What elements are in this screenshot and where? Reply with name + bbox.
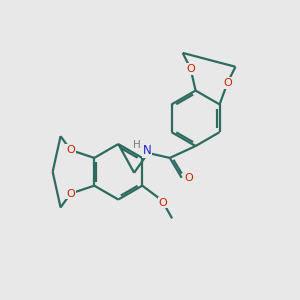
Text: O: O	[184, 173, 193, 183]
Text: O: O	[186, 64, 195, 74]
Text: O: O	[223, 78, 232, 88]
Text: H: H	[133, 140, 141, 150]
Text: O: O	[159, 197, 167, 208]
Text: N: N	[143, 145, 152, 158]
Text: O: O	[66, 189, 75, 199]
Text: O: O	[66, 145, 75, 155]
